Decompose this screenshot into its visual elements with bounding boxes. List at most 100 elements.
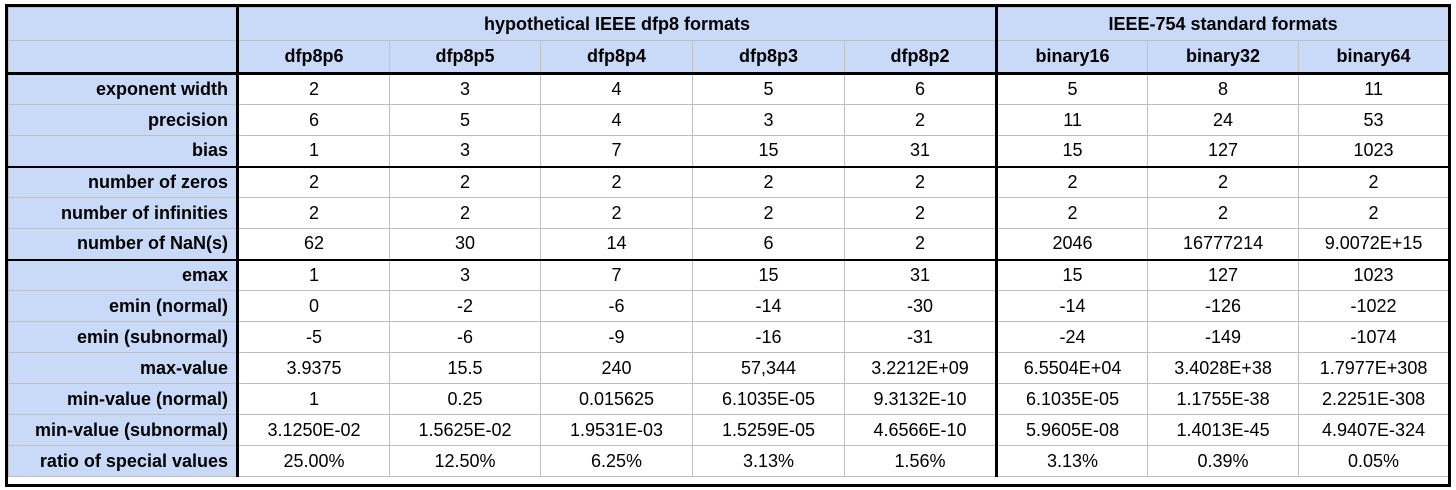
table-cell: 1 (237, 259, 390, 291)
table-cell: 4.9407E-324 (1298, 414, 1448, 446)
table-cell: 6.1035E-05 (692, 383, 845, 415)
table-row: precision 6 5 4 3 2 11 24 53 (8, 104, 1448, 136)
table-cell: 7 (540, 259, 693, 291)
table-cell: 5 (389, 104, 541, 136)
table-cell: 2 (1147, 166, 1300, 198)
table-cell: 1023 (1298, 135, 1448, 168)
table-cell: -31 (843, 321, 999, 353)
table-cell: 1.4013E-45 (1147, 414, 1300, 446)
table-cell: 2 (843, 228, 999, 261)
row-label: bias (8, 135, 239, 168)
table-cell: 3.13% (692, 445, 845, 477)
table-cell: 8 (1147, 73, 1300, 105)
table-cell: 15 (692, 259, 845, 291)
table-cell: 1 (237, 135, 390, 168)
table-cell: -6 (389, 321, 541, 353)
table-cell: 11 (996, 104, 1149, 136)
table-cell: 6 (843, 73, 999, 105)
row-label: emax (8, 259, 239, 291)
table-cell: 11 (1298, 73, 1448, 105)
table-cell: 3 (389, 73, 541, 105)
table-cell: 15 (996, 135, 1149, 168)
table-row: emax 1 3 7 15 31 15 127 1023 (8, 259, 1448, 291)
table-cell: -149 (1147, 321, 1300, 353)
table-cell: 2 (540, 166, 693, 198)
table-cell: 127 (1147, 259, 1300, 291)
column-header: dfp8p5 (389, 40, 541, 75)
table-cell: 2 (389, 197, 541, 229)
table-cell: -16 (692, 321, 845, 353)
group-header-ieee754: IEEE-754 standard formats (996, 7, 1448, 41)
table-cell: -126 (1147, 290, 1300, 322)
table-cell: 7 (540, 135, 693, 168)
table-cell: 3 (692, 104, 845, 136)
table-cell: 2 (540, 197, 693, 229)
table-cell: -2 (389, 290, 541, 322)
row-label: max-value (8, 352, 239, 384)
table-cell: 2 (843, 166, 999, 198)
table-cell: 4.6566E-10 (843, 414, 999, 446)
table-cell: 15 (996, 259, 1149, 291)
corner-cell (8, 40, 239, 75)
column-header: binary32 (1147, 40, 1300, 75)
table-cell: 1.56% (843, 445, 999, 477)
table-cell: 12.50% (389, 445, 541, 477)
table-cell: 2 (237, 166, 390, 198)
table-cell: 2 (237, 73, 390, 105)
table-cell: 3.1250E-02 (237, 414, 390, 446)
column-header-row: dfp8p6 dfp8p5 dfp8p4 dfp8p3 dfp8p2 binar… (8, 40, 1448, 75)
table-cell: 3.9375 (237, 352, 390, 384)
column-header: dfp8p6 (237, 40, 390, 75)
table-cell: 1.7977E+308 (1298, 352, 1448, 384)
table-cell: 0.39% (1147, 445, 1300, 477)
table-cell: -24 (996, 321, 1149, 353)
table-row: exponent width 2 3 4 5 6 5 8 11 (8, 73, 1448, 105)
table-cell: 1.9531E-03 (540, 414, 693, 446)
table-cell: 4 (540, 104, 693, 136)
row-label: number of infinities (8, 197, 239, 229)
table-cell: 5 (996, 73, 1149, 105)
table-cell: -5 (237, 321, 390, 353)
table-cell: -6 (540, 290, 693, 322)
table-cell: 0 (237, 290, 390, 322)
table-cell: 1.1755E-38 (1147, 383, 1300, 415)
table-cell: 14 (540, 228, 693, 261)
table-row: number of infinities 2 2 2 2 2 2 2 2 (8, 197, 1448, 229)
table-cell: 1 (237, 383, 390, 415)
row-label: min-value (normal) (8, 383, 239, 415)
table-cell: 2 (843, 104, 999, 136)
table-cell: 5 (692, 73, 845, 105)
table-cell: 3 (389, 135, 541, 168)
table-cell: 2 (1298, 166, 1448, 198)
table-row: emin (subnormal) -5 -6 -9 -16 -31 -24 -1… (8, 321, 1448, 353)
group-header-row: hypothetical IEEE dfp8 formats IEEE-754 … (8, 7, 1448, 41)
table-cell: 240 (540, 352, 693, 384)
table-cell: 1.5259E-05 (692, 414, 845, 446)
table-cell: 3 (389, 259, 541, 291)
table-cell: 1023 (1298, 259, 1448, 291)
table-cell: 6 (237, 104, 390, 136)
table-cell: 2 (692, 166, 845, 198)
table-cell: 2 (237, 197, 390, 229)
table-cell: -1022 (1298, 290, 1448, 322)
table-cell: 2 (996, 166, 1149, 198)
corner-cell (8, 7, 239, 41)
table-cell: 15.5 (389, 352, 541, 384)
table-cell: 31 (843, 135, 999, 168)
row-label: precision (8, 104, 239, 136)
table-row: number of zeros 2 2 2 2 2 2 2 2 (8, 166, 1448, 198)
row-label: emin (normal) (8, 290, 239, 322)
table-row: max-value 3.9375 15.5 240 57,344 3.2212E… (8, 352, 1448, 384)
table-cell: 4 (540, 73, 693, 105)
table-cell: 6.25% (540, 445, 693, 477)
table-cell: 2046 (996, 228, 1149, 261)
table-row: ratio of special values 25.00% 12.50% 6.… (8, 445, 1448, 477)
table-cell: 25.00% (237, 445, 390, 477)
table-cell: 1.5625E-02 (389, 414, 541, 446)
table-cell: 62 (237, 228, 390, 261)
table-cell: 53 (1298, 104, 1448, 136)
group-header-dfp8: hypothetical IEEE dfp8 formats (236, 7, 999, 41)
column-header: binary64 (1298, 40, 1448, 75)
table-cell: 0.25 (389, 383, 541, 415)
table-cell: 6.1035E-05 (996, 383, 1149, 415)
